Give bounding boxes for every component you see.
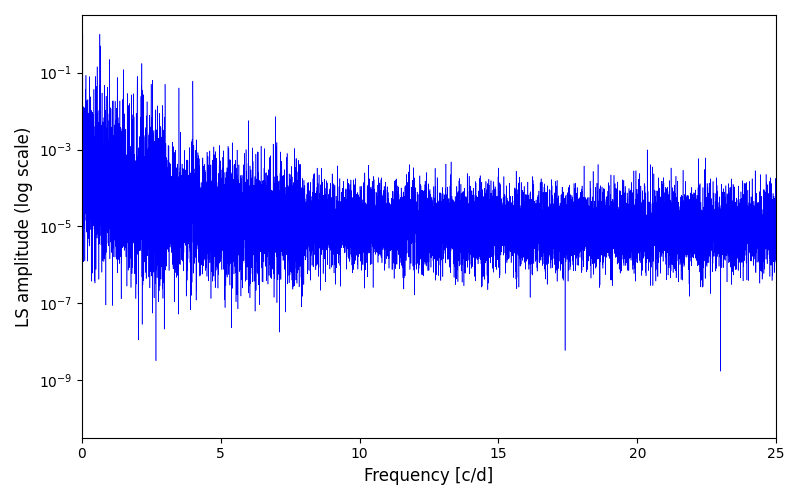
Y-axis label: LS amplitude (log scale): LS amplitude (log scale) — [15, 126, 33, 326]
X-axis label: Frequency [c/d]: Frequency [c/d] — [364, 467, 494, 485]
